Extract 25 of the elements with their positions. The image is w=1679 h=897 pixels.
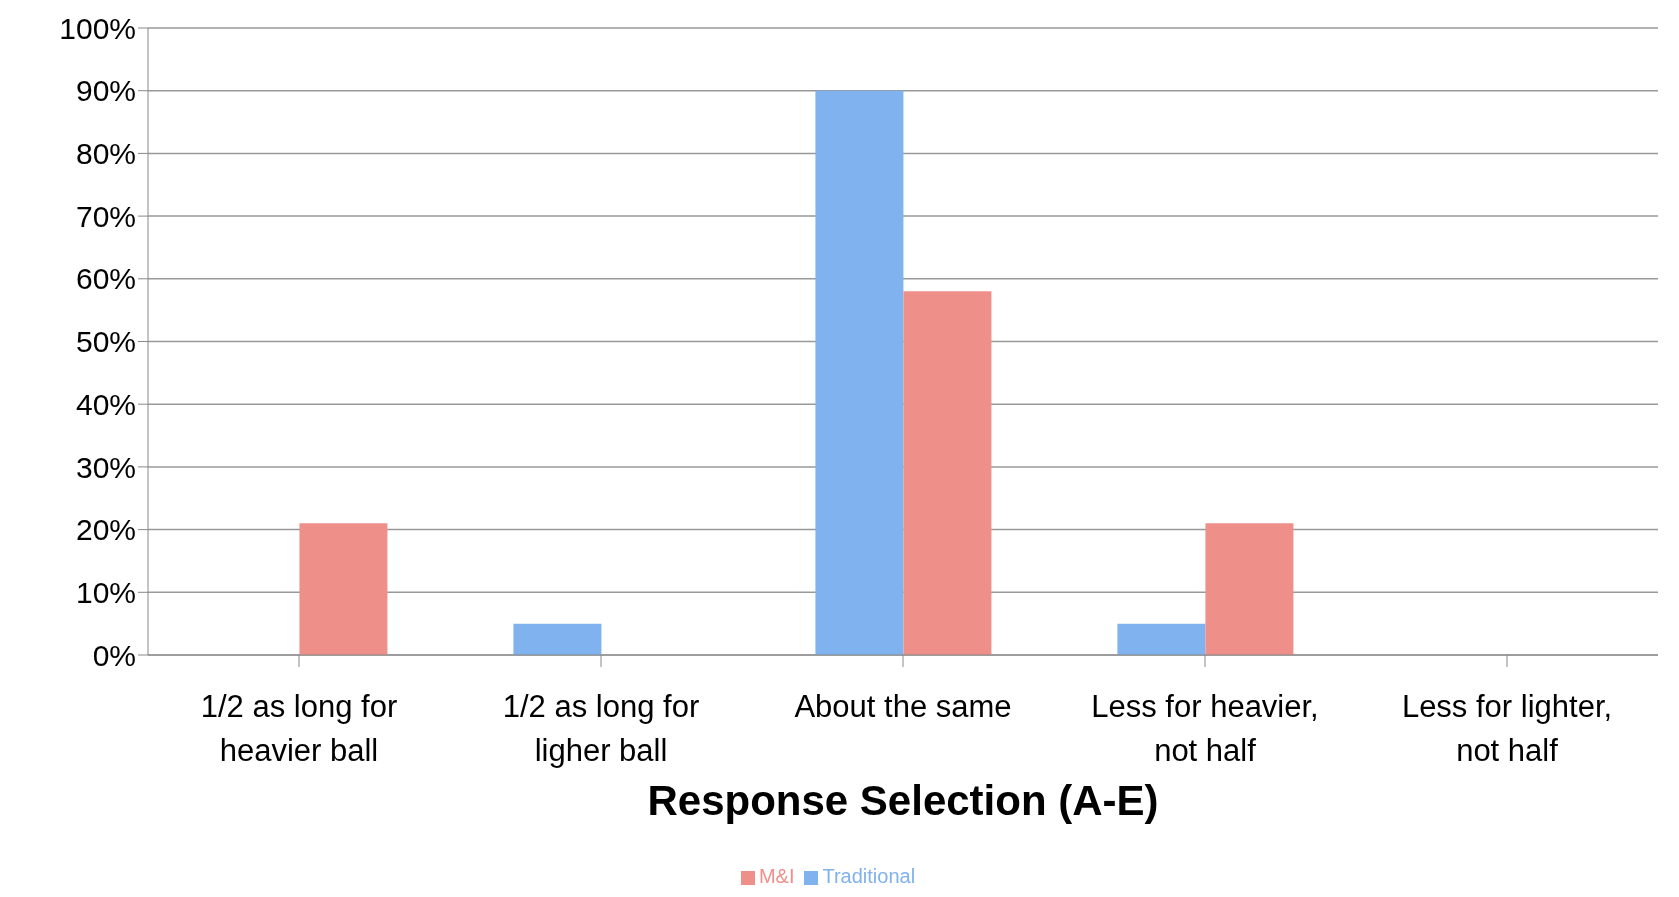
x-tick-label: About the same — [794, 689, 1012, 724]
bar — [1205, 523, 1294, 655]
y-tick-label: 80% — [75, 137, 136, 171]
x-axis-title: Response Selection (A-E) — [647, 777, 1159, 824]
y-tick-label: 90% — [75, 74, 136, 108]
y-tick-label: 100% — [59, 11, 136, 45]
bar — [815, 90, 904, 655]
y-tick-label: 60% — [75, 262, 136, 296]
x-tick-label: Less for heavier, not half — [1091, 689, 1319, 768]
y-tick-label: 0% — [92, 638, 136, 672]
bar — [903, 291, 992, 655]
y-tick-label: 10% — [75, 575, 136, 609]
bar — [513, 623, 602, 655]
x-tick-label: Less for lighter, not half — [1401, 689, 1613, 768]
y-tick-label: 20% — [75, 513, 136, 547]
legend-label: Traditional — [822, 865, 916, 887]
y-tick-label: 50% — [75, 325, 136, 359]
legend-label: M&I — [758, 865, 795, 887]
x-tick-label: 1/2 as long for ligher ball — [502, 689, 700, 768]
bar — [299, 523, 388, 655]
bar — [1117, 623, 1206, 655]
x-tick-label: 1/2 as long for heavier ball — [200, 689, 398, 768]
y-tick-label: 70% — [75, 199, 136, 233]
y-tick-label: 40% — [75, 387, 136, 421]
y-tick-label: 30% — [75, 450, 136, 484]
